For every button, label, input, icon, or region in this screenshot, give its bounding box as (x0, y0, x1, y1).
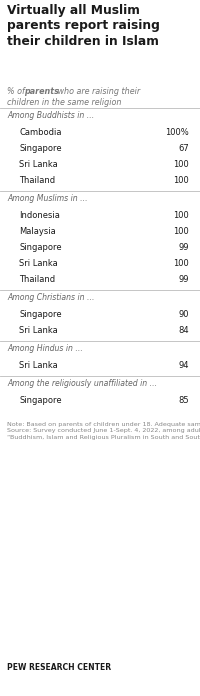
Text: Singapore: Singapore (19, 243, 62, 252)
Text: Sri Lanka: Sri Lanka (19, 160, 58, 169)
Text: 85: 85 (178, 396, 189, 405)
Text: 100: 100 (173, 211, 189, 220)
Text: PEW RESEARCH CENTER: PEW RESEARCH CENTER (7, 663, 111, 672)
Text: Virtually all Muslim
parents report raising
their children in Islam: Virtually all Muslim parents report rais… (7, 4, 160, 48)
Text: 99: 99 (179, 243, 189, 252)
Text: Singapore: Singapore (19, 310, 62, 319)
Text: % of: % of (7, 87, 27, 96)
Text: children in the same religion: children in the same religion (7, 98, 122, 107)
Text: Among Christians in ...: Among Christians in ... (7, 293, 95, 302)
Text: 100: 100 (173, 176, 189, 185)
Text: Note: Based on parents of children under 18. Adequate sample size unavailable to: Note: Based on parents of children under… (7, 422, 200, 440)
Text: Indonesia: Indonesia (19, 211, 60, 220)
Text: 90: 90 (179, 310, 189, 319)
Text: Thailand: Thailand (19, 176, 55, 185)
Text: 100: 100 (173, 259, 189, 268)
Text: 67: 67 (178, 144, 189, 153)
Text: Cambodia: Cambodia (19, 128, 62, 137)
Text: Singapore: Singapore (19, 144, 62, 153)
Text: Among the religiously unaffiliated in ...: Among the religiously unaffiliated in ..… (7, 379, 157, 388)
Text: 100%: 100% (165, 128, 189, 137)
Text: Malaysia: Malaysia (19, 227, 56, 236)
Text: Among Buddhists in ...: Among Buddhists in ... (7, 111, 94, 120)
Text: Thailand: Thailand (19, 275, 55, 284)
Text: 99: 99 (179, 275, 189, 284)
Text: 84: 84 (178, 326, 189, 335)
Text: Among Muslims in ...: Among Muslims in ... (7, 194, 88, 203)
Text: 94: 94 (179, 361, 189, 370)
Text: Sri Lanka: Sri Lanka (19, 259, 58, 268)
Text: parents: parents (24, 87, 59, 96)
Text: Sri Lanka: Sri Lanka (19, 361, 58, 370)
Text: Among Hindus in ...: Among Hindus in ... (7, 344, 83, 353)
Text: 100: 100 (173, 227, 189, 236)
Text: 100: 100 (173, 160, 189, 169)
Text: Singapore: Singapore (19, 396, 62, 405)
Text: Sri Lanka: Sri Lanka (19, 326, 58, 335)
Text: who are raising their: who are raising their (55, 87, 140, 96)
